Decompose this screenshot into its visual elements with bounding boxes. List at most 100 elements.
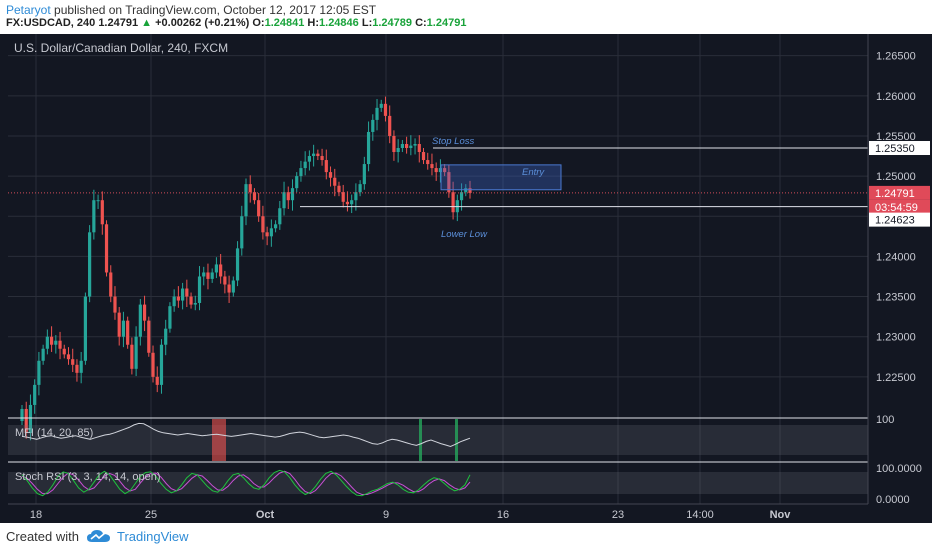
mfi-label: MFI (14, 20, 85)	[15, 427, 93, 439]
footer: Created with TradingView	[0, 523, 932, 550]
time-tick-label: Oct	[256, 509, 275, 521]
tradingview-brand-link[interactable]: TradingView	[117, 529, 189, 544]
candle-body	[151, 352, 155, 377]
tradingview-cloud-icon	[86, 528, 112, 549]
candle-body	[379, 103, 383, 108]
stoch-band	[8, 472, 868, 494]
candle-body	[24, 408, 28, 434]
candle-body	[265, 232, 269, 237]
candle-body	[286, 192, 290, 201]
candle-layer	[20, 96, 472, 441]
candle-body	[430, 164, 434, 169]
candle-body	[155, 376, 159, 385]
candle-body	[130, 344, 134, 369]
low-level-label-box	[869, 212, 930, 227]
candle-body	[248, 184, 252, 193]
grid-layer	[8, 34, 868, 504]
candle-body	[113, 296, 117, 313]
mfi-overbought-highlight	[212, 419, 226, 461]
author-link[interactable]: Petaryot	[6, 3, 51, 17]
candle-body	[138, 304, 142, 337]
last-price: 1.24791	[98, 17, 139, 29]
candle-body	[426, 160, 430, 165]
open-label: O:	[252, 17, 265, 29]
candle-body	[400, 143, 404, 149]
candle-body	[333, 177, 337, 186]
candle-body	[396, 148, 400, 153]
candle-body	[227, 284, 231, 293]
price-tick-label: 1.22500	[876, 372, 916, 384]
candle-body	[142, 304, 147, 321]
close-value: 1.24791	[426, 17, 467, 29]
candle-body	[324, 160, 328, 173]
candle-body	[278, 208, 282, 225]
candle-body	[240, 216, 244, 249]
time-tick-label: 25	[145, 509, 157, 521]
candle-body	[362, 164, 366, 185]
candle-body	[438, 168, 443, 173]
candle-body	[96, 200, 100, 202]
candle-body	[468, 188, 472, 193]
candle-body	[269, 228, 273, 237]
candle-body	[134, 336, 138, 369]
candle-body	[219, 264, 223, 277]
candle-body	[312, 153, 316, 157]
low-value: 1.24789	[372, 17, 412, 29]
candle-body	[33, 384, 37, 405]
stoch-axis-tick-top: 100.0000	[876, 463, 922, 475]
candle-body	[320, 156, 324, 161]
candle-body	[109, 272, 113, 297]
candle-body	[252, 192, 257, 201]
candle-body	[49, 336, 54, 345]
stop-level-label: 1.25350	[875, 143, 915, 155]
chart-background	[0, 34, 932, 523]
candle-body	[100, 200, 104, 225]
close-label: C:	[415, 17, 427, 29]
candle-body	[434, 168, 438, 173]
candle-body	[447, 172, 451, 193]
candle-body	[388, 115, 392, 136]
mfi-band	[8, 425, 868, 455]
price-axis-bg	[868, 34, 932, 523]
change-value: +0.00262 (+0.21%)	[155, 17, 250, 29]
candle-body	[206, 272, 210, 279]
candle-body	[244, 184, 248, 217]
change-arrow-icon: ▲	[141, 17, 153, 29]
candle-body	[307, 156, 311, 162]
candle-body	[193, 302, 197, 305]
candle-body	[273, 224, 278, 229]
low-level-label: 1.24623	[875, 215, 915, 227]
candle-body	[71, 359, 75, 365]
candle-body	[45, 336, 49, 349]
candle-body	[328, 172, 333, 178]
candle-body	[350, 200, 354, 205]
time-tick-label: Nov	[770, 509, 792, 521]
candle-body	[92, 200, 96, 233]
price-tick-label: 1.24000	[876, 251, 916, 263]
mfi-axis-tick: 100	[876, 414, 894, 426]
open-value: 1.24841	[264, 17, 305, 29]
candle-body	[459, 192, 464, 201]
candle-body	[451, 192, 455, 213]
publish-line: Petaryot published on TradingView.com, O…	[6, 3, 376, 17]
time-tick-label: 23	[612, 509, 624, 521]
candle-body	[58, 340, 62, 349]
chart-title: U.S. Dollar/Canadian Dollar, 240, FXCM	[14, 41, 228, 55]
entry-zone-box	[440, 164, 562, 191]
mfi-line	[21, 422, 471, 448]
chart-area[interactable]: 1.265001.260001.255001.250001.245001.240…	[0, 34, 932, 523]
chart-svg[interactable]: 1.265001.260001.255001.250001.245001.240…	[0, 34, 932, 523]
price-tick-label: 1.25500	[876, 131, 916, 143]
stoch-rsi-label: Stoch RSI (3, 3, 14, 14, open)	[15, 471, 161, 483]
candle-body	[417, 143, 421, 153]
stop-loss-annotation: Stop Loss	[432, 136, 474, 147]
candle-body	[341, 192, 345, 202]
candle-body	[290, 188, 295, 201]
candle-body	[37, 360, 41, 385]
candle-body	[223, 276, 227, 285]
price-tick-label: 1.23500	[876, 292, 916, 304]
candle-body	[210, 272, 214, 279]
candle-body	[181, 288, 185, 301]
time-tick-label: 9	[383, 509, 389, 521]
candle-body	[168, 306, 172, 329]
